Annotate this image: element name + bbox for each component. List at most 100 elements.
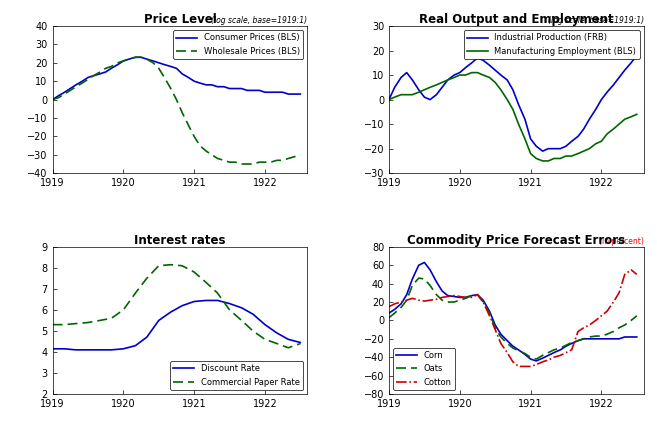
Corn: [503, 338, 511, 343]
Commercial Paper Rate: [72, 321, 80, 326]
Discount Rate: [167, 310, 175, 315]
Industrial Production (FRB): [627, 60, 635, 65]
Commercial Paper Rate: [107, 316, 115, 321]
Consumer Prices (BLS): [102, 69, 110, 74]
Wholesale Prices (BLS): [231, 160, 239, 165]
Corn: [603, 336, 611, 342]
Consumer Prices (BLS): [279, 90, 286, 95]
Corn: [574, 338, 582, 343]
Industrial Production (FRB): [479, 58, 487, 63]
Industrial Production (FRB): [450, 72, 458, 78]
Title: Price Level: Price Level: [144, 13, 216, 26]
Corn: [391, 307, 399, 312]
Wholesale Prices (BLS): [49, 97, 57, 102]
Line: Oats: Oats: [389, 278, 637, 359]
Wholesale Prices (BLS): [78, 81, 86, 86]
Discount Rate: [143, 335, 150, 340]
Oats: [532, 356, 540, 362]
Manufacturing Employment (BLS): [491, 80, 499, 85]
Corn: [420, 260, 428, 265]
Oats: [574, 338, 582, 343]
Manufacturing Employment (BLS): [545, 158, 553, 164]
Corn: [610, 336, 618, 342]
Consumer Prices (BLS): [96, 71, 104, 76]
Oats: [556, 346, 564, 351]
Manufacturing Employment (BLS): [532, 156, 540, 161]
Text: (log scale, base=1919:1): (log scale, base=1919:1): [548, 16, 644, 25]
Wholesale Prices (BLS): [296, 152, 304, 158]
Cotton: [397, 300, 405, 305]
Industrial Production (FRB): [444, 78, 452, 83]
Oats: [456, 297, 464, 303]
Oats: [415, 275, 422, 281]
Cotton: [474, 292, 482, 297]
Manufacturing Employment (BLS): [497, 87, 505, 92]
Commercial Paper Rate: [238, 318, 246, 323]
Corn: [403, 292, 411, 297]
Commercial Paper Rate: [202, 280, 210, 285]
Consumer Prices (BLS): [125, 57, 133, 62]
Cotton: [491, 327, 499, 332]
Manufacturing Employment (BLS): [610, 126, 618, 132]
Cotton: [521, 364, 529, 369]
Industrial Production (FRB): [527, 136, 535, 142]
Legend: Discount Rate, Commercial Paper Rate: Discount Rate, Commercial Paper Rate: [170, 361, 304, 390]
Discount Rate: [191, 299, 198, 304]
Cotton: [568, 347, 576, 352]
Oats: [403, 297, 411, 303]
Oats: [585, 334, 593, 339]
Oats: [592, 333, 600, 339]
Wholesale Prices (BLS): [178, 110, 186, 115]
Cotton: [391, 301, 399, 307]
Consumer Prices (BLS): [208, 82, 215, 87]
Industrial Production (FRB): [621, 68, 629, 73]
Wholesale Prices (BLS): [84, 77, 92, 82]
Industrial Production (FRB): [615, 75, 623, 80]
Cotton: [527, 364, 535, 369]
Industrial Production (FRB): [574, 134, 582, 139]
Consumer Prices (BLS): [55, 94, 62, 99]
Discount Rate: [202, 298, 210, 303]
Manufacturing Employment (BLS): [415, 90, 422, 95]
Manufacturing Employment (BLS): [585, 146, 593, 151]
Legend: Industrial Production (FRB), Manufacturing Employment (BLS): Industrial Production (FRB), Manufacturi…: [464, 30, 640, 59]
Wholesale Prices (BLS): [137, 55, 145, 60]
Oats: [497, 334, 505, 339]
Wholesale Prices (BLS): [55, 95, 62, 100]
Commercial Paper Rate: [191, 269, 198, 275]
Corn: [397, 301, 405, 307]
Corn: [562, 344, 570, 349]
Industrial Production (FRB): [385, 97, 393, 102]
Manufacturing Employment (BLS): [420, 87, 428, 92]
Corn: [479, 297, 487, 303]
Cotton: [579, 325, 587, 330]
Commercial Paper Rate: [178, 263, 186, 268]
Wholesale Prices (BLS): [167, 86, 175, 91]
Industrial Production (FRB): [426, 97, 434, 102]
Industrial Production (FRB): [545, 146, 553, 151]
Corn: [615, 336, 623, 342]
Discount Rate: [96, 347, 104, 352]
Cotton: [415, 297, 422, 303]
Corn: [621, 334, 629, 339]
Corn: [415, 262, 422, 268]
Manufacturing Employment (BLS): [385, 97, 393, 102]
Cotton: [456, 294, 464, 299]
Manufacturing Employment (BLS): [527, 151, 535, 156]
Wholesale Prices (BLS): [202, 149, 210, 154]
Discount Rate: [214, 298, 221, 303]
Oats: [426, 283, 434, 288]
Corn: [539, 355, 547, 361]
Corn: [468, 293, 476, 298]
Corn: [444, 293, 452, 298]
Cotton: [585, 323, 593, 328]
Oats: [514, 348, 522, 353]
Manufacturing Employment (BLS): [568, 153, 576, 158]
Oats: [438, 297, 446, 303]
Cotton: [509, 359, 517, 365]
Industrial Production (FRB): [539, 149, 547, 154]
Commercial Paper Rate: [96, 318, 104, 323]
Oats: [432, 292, 440, 297]
Consumer Prices (BLS): [72, 82, 80, 87]
Cotton: [486, 313, 493, 318]
